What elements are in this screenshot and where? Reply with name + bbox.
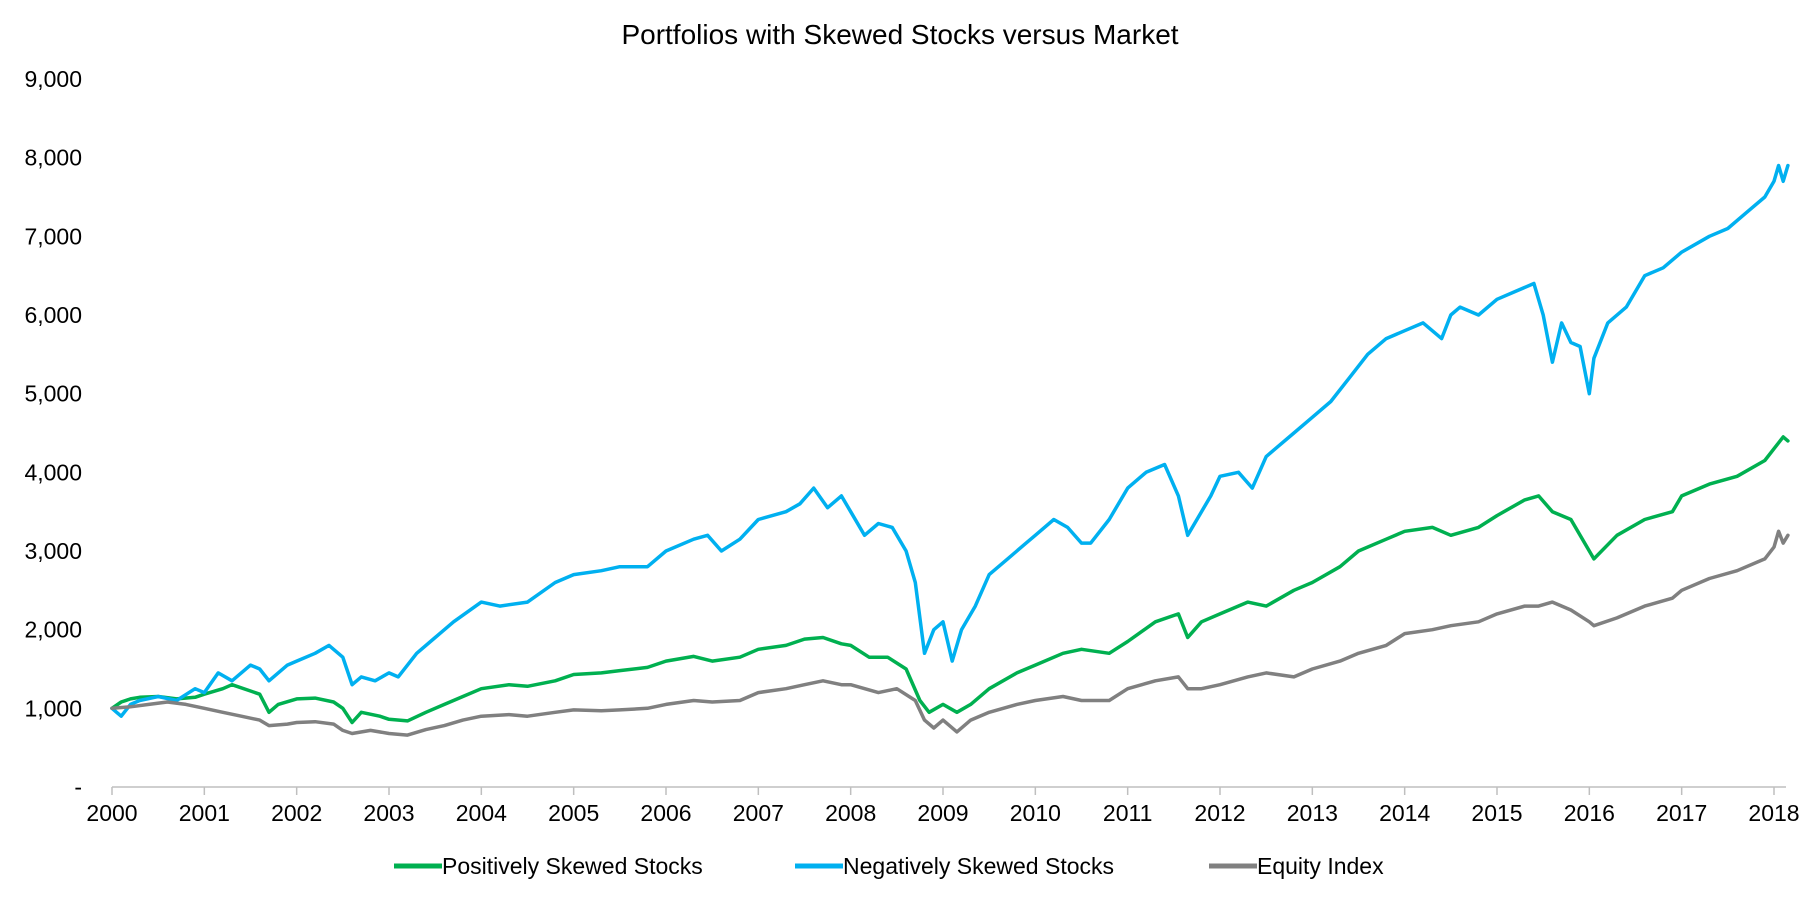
x-tick-label: 2003 [363,800,414,826]
y-tick-label: 8,000 [24,145,82,171]
x-tick-label: 2016 [1564,800,1615,826]
x-tick-label: 2007 [733,800,784,826]
legend-label: Equity Index [1257,853,1384,879]
x-tick-label: 2012 [1194,800,1245,826]
x-tick-label: 2018 [1748,800,1799,826]
y-tick-label: 7,000 [24,223,82,249]
axes: - 1,000 2,000 3,000 4,000 5,000 6,000 7,000 8,00… [24,66,1799,826]
x-tick-label: 2013 [1287,800,1338,826]
legend-item: Equity Index [1209,853,1384,879]
legend-item: Positively Skewed Stocks [394,853,703,879]
x-tick-label: 2017 [1656,800,1707,826]
y-tick-label: 3,000 [24,538,82,564]
x-tick-label: 2010 [1010,800,1061,826]
x-tick-label: 2004 [456,800,507,826]
legend: Positively Skewed Stocks Negatively Skewe… [394,853,1384,879]
legend-label: Negatively Skewed Stocks [843,853,1114,879]
x-tick-label: 2005 [548,800,599,826]
x-tick-label: 2009 [917,800,968,826]
y-tick-label: 5,000 [24,381,82,407]
x-tick-label: 2001 [179,800,230,826]
y-tick-label: 9,000 [24,66,82,92]
x-tick-label: 2002 [271,800,322,826]
series-lines [110,163,1790,737]
x-tick-label: 2000 [86,800,137,826]
x-tick-label: 2008 [825,800,876,826]
legend-label: Positively Skewed Stocks [442,853,703,879]
series-line-negatively-skewed-stocks [110,163,1790,718]
series-line-equity-index [110,529,1790,737]
y-tick-label: 6,000 [24,302,82,328]
y-tick-label: 2,000 [24,617,82,643]
x-tick-label: 2014 [1379,800,1430,826]
y-tick-label: 1,000 [24,695,82,721]
y-tick-label: 4,000 [24,459,82,485]
x-tick-label: 2006 [640,800,691,826]
legend-item: Negatively Skewed Stocks [795,853,1114,879]
x-tick-label: 2015 [1471,800,1522,826]
series-line-positively-skewed-stocks [110,435,1790,725]
chart-title: Portfolios with Skewed Stocks versus Mar… [621,19,1178,50]
y-tick-label: - [74,774,82,800]
x-tick-label: 2011 [1103,800,1152,826]
